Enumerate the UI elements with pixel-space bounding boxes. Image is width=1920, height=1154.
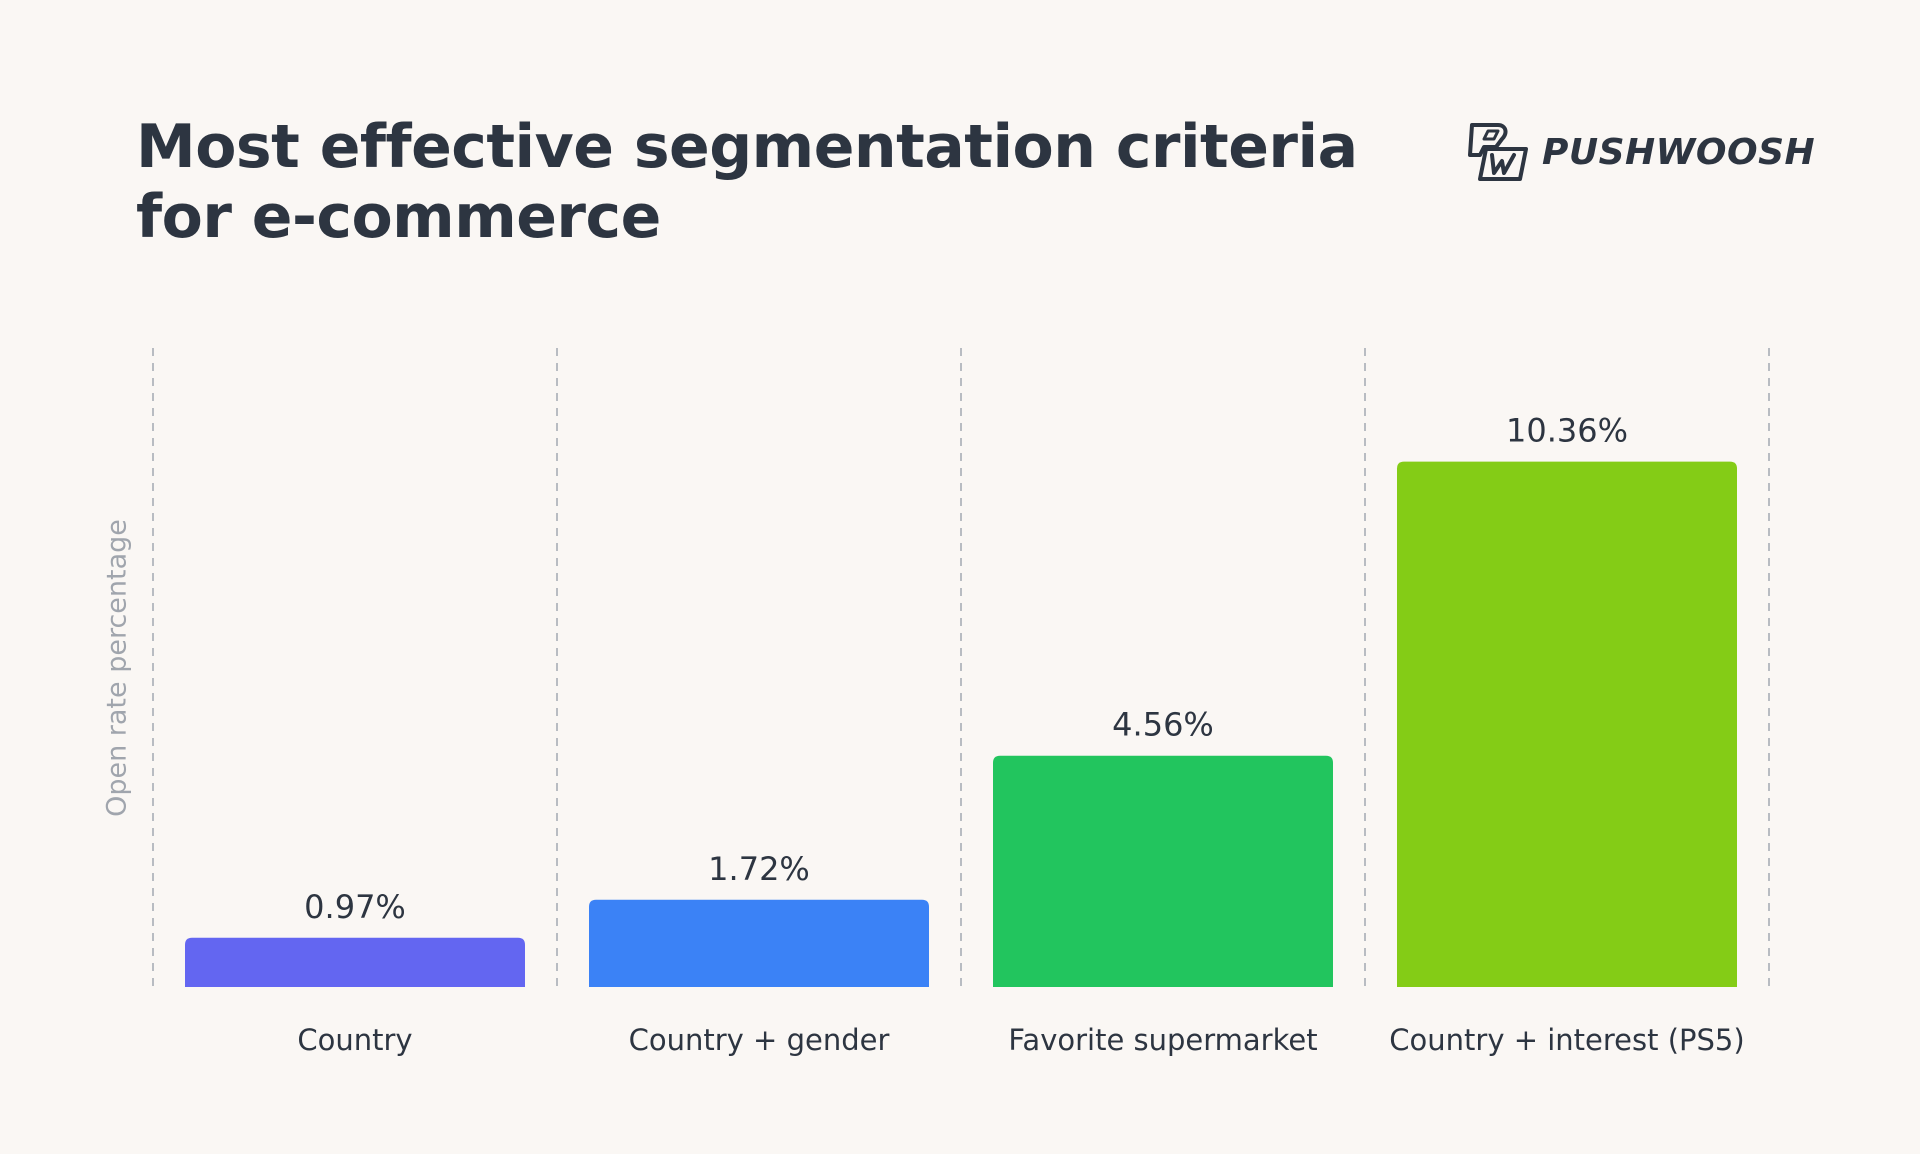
category-label-1: Country bbox=[297, 1023, 412, 1057]
bar-2 bbox=[589, 899, 929, 987]
bar-4 bbox=[1397, 461, 1737, 988]
category-label-2: Country + gender bbox=[629, 1023, 890, 1057]
bar-value-label-3: 4.56% bbox=[1112, 706, 1214, 744]
bar-3 bbox=[993, 755, 1333, 987]
category-label-3: Favorite supermarket bbox=[1008, 1023, 1317, 1057]
pushwoosh-pw-icon bbox=[1468, 123, 1528, 181]
chart-title-line-2: for e-commerce bbox=[136, 182, 661, 252]
bar-value-label-4: 10.36% bbox=[1506, 412, 1628, 450]
bar-1 bbox=[185, 937, 525, 987]
chart-title-line-1: Most effective segmentation criteria bbox=[136, 112, 1358, 182]
bar-value-label-1: 0.97% bbox=[304, 888, 406, 926]
brand-logo: PUSHWOOSH bbox=[1466, 118, 1815, 186]
bar-value-label-2: 1.72% bbox=[708, 850, 810, 888]
brand-name: PUSHWOOSH bbox=[1542, 131, 1816, 173]
chart-title: Most effective segmentation criteria for… bbox=[136, 112, 1358, 252]
category-label-4: Country + interest (PS5) bbox=[1389, 1023, 1744, 1057]
